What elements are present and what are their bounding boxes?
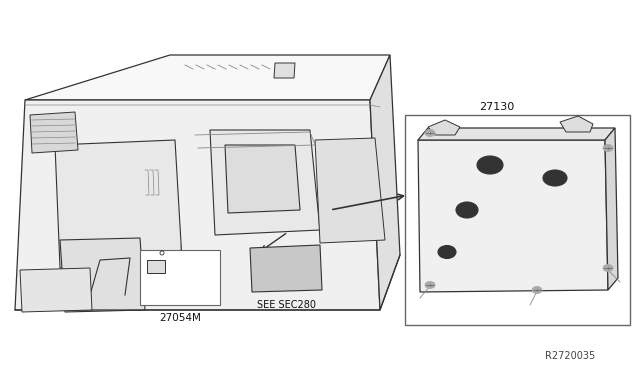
Ellipse shape bbox=[532, 286, 542, 294]
Polygon shape bbox=[370, 55, 400, 310]
Polygon shape bbox=[20, 268, 92, 312]
Text: 27130A: 27130A bbox=[172, 257, 204, 266]
Polygon shape bbox=[560, 116, 593, 132]
Polygon shape bbox=[15, 100, 380, 310]
Text: 27054M: 27054M bbox=[159, 313, 201, 323]
Polygon shape bbox=[147, 260, 165, 273]
Ellipse shape bbox=[543, 170, 567, 186]
Bar bbox=[405, 115, 630, 325]
Ellipse shape bbox=[425, 282, 435, 289]
Polygon shape bbox=[55, 140, 182, 268]
Polygon shape bbox=[605, 128, 618, 290]
Polygon shape bbox=[225, 145, 300, 213]
Polygon shape bbox=[25, 55, 390, 100]
Polygon shape bbox=[418, 140, 608, 292]
Ellipse shape bbox=[425, 129, 435, 137]
Ellipse shape bbox=[603, 144, 613, 151]
Text: SEE SEC280: SEE SEC280 bbox=[257, 300, 317, 310]
Polygon shape bbox=[210, 130, 320, 235]
Ellipse shape bbox=[477, 156, 503, 174]
Bar bbox=[140, 250, 220, 305]
Text: 27130: 27130 bbox=[479, 102, 515, 112]
Ellipse shape bbox=[456, 202, 478, 218]
Ellipse shape bbox=[438, 246, 456, 259]
Polygon shape bbox=[250, 245, 322, 292]
Polygon shape bbox=[60, 238, 145, 312]
Polygon shape bbox=[30, 112, 78, 153]
Polygon shape bbox=[315, 138, 385, 243]
Ellipse shape bbox=[603, 264, 613, 272]
Polygon shape bbox=[428, 120, 460, 135]
Polygon shape bbox=[274, 63, 295, 78]
Text: R2720035: R2720035 bbox=[545, 351, 595, 361]
Polygon shape bbox=[418, 128, 615, 140]
